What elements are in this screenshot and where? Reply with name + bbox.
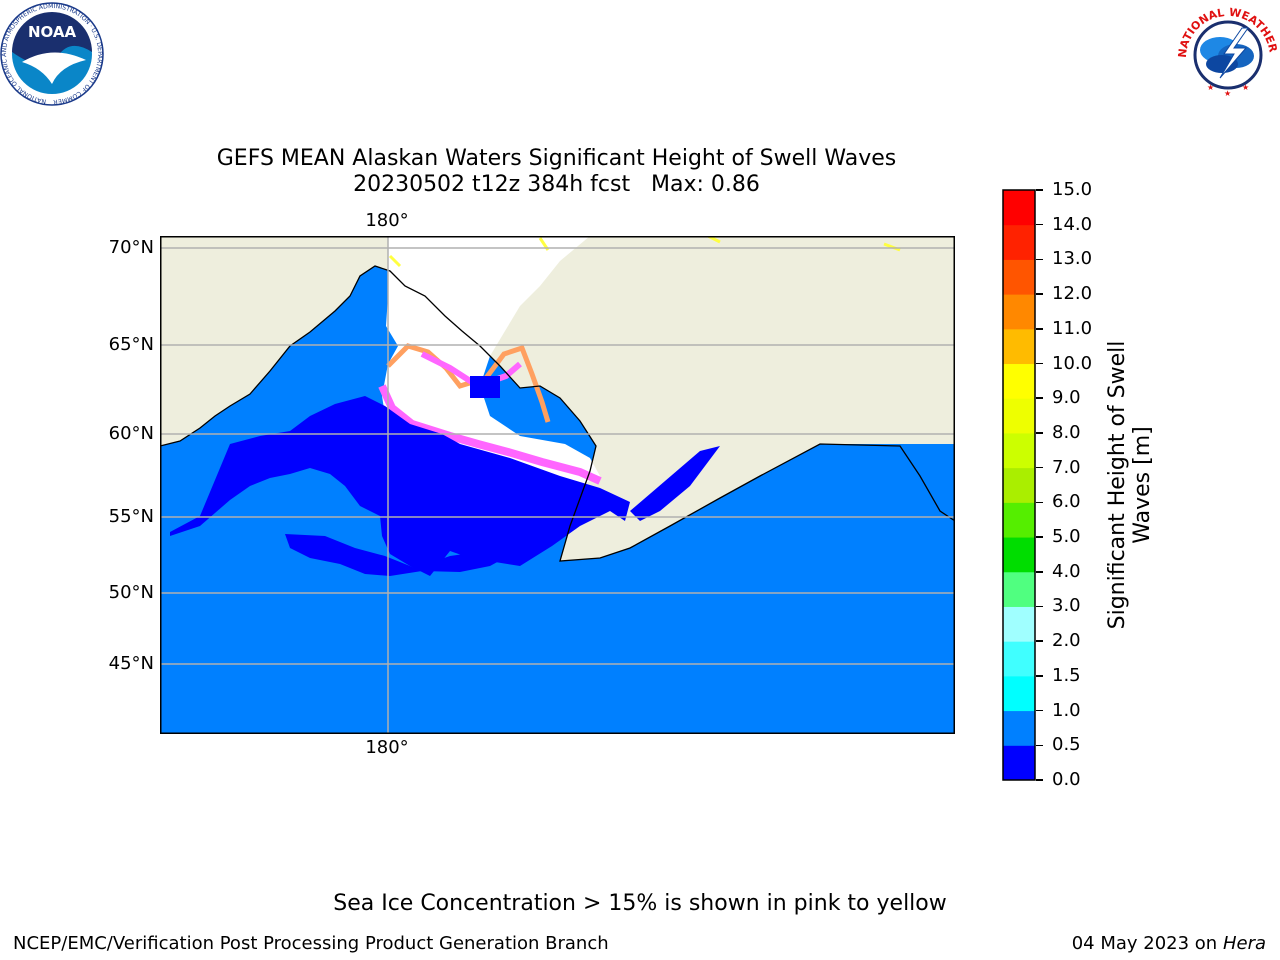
colorbar-tick-label: 6.0 xyxy=(1052,491,1081,513)
ocean-low-swell-south xyxy=(285,534,512,576)
ice-blue-patch xyxy=(470,376,500,398)
colorbar-tick-mark xyxy=(1036,536,1043,538)
swell-height-map xyxy=(160,236,955,734)
graticule xyxy=(160,236,955,734)
colorbar-segment xyxy=(1003,328,1035,365)
colorbar xyxy=(1002,189,1036,781)
colorbar-segment xyxy=(1003,537,1035,573)
colorbar-tick-label: 14.0 xyxy=(1052,213,1093,235)
map-title: GEFS MEAN Alaskan Waters Significant Hei… xyxy=(0,146,1113,198)
colorbar-tick-mark xyxy=(1036,258,1043,261)
colorbar-segment xyxy=(1003,675,1035,712)
credit-text: NCEP/EMC/Verification Post Processing Pr… xyxy=(13,933,609,954)
land-north xyxy=(160,236,955,561)
colorbar-tick-label: 4.0 xyxy=(1052,560,1081,582)
colorbar-tick-label: 12.0 xyxy=(1052,283,1093,305)
colorbar-segment xyxy=(1003,259,1035,295)
colorbar-tick-label: 1.5 xyxy=(1052,664,1081,686)
colorbar-tick-label: 2.0 xyxy=(1052,630,1081,652)
noaa-logo: NATIONAL OCEANIC AND ATMOSPHERIC ADMINIS… xyxy=(0,0,104,106)
map-frame xyxy=(160,236,955,734)
colorbar-tick-mark xyxy=(1036,397,1043,399)
colorbar-tick-label: 3.0 xyxy=(1052,595,1081,617)
colorbar-segment xyxy=(1003,398,1035,434)
svg-text:★: ★ xyxy=(1224,89,1231,98)
nws-logo: NATIONAL WEATHER SERVICE ★ ★ ★ xyxy=(1176,0,1280,100)
colorbar-tick-mark xyxy=(1036,605,1043,608)
sea-ice-note: Sea Ice Concentration > 15% is shown in … xyxy=(333,891,947,916)
colorbar-tick-label: 9.0 xyxy=(1052,387,1081,409)
colorbar-tick-mark xyxy=(1036,501,1043,504)
colorbar-segment xyxy=(1003,571,1035,607)
title-line-2: 20230502 t12z 384h fcst Max: 0.86 xyxy=(353,172,760,197)
colorbar-tick-label: 8.0 xyxy=(1052,421,1081,443)
date-value: 04 May 2023 on xyxy=(1071,933,1218,954)
coastline xyxy=(160,265,955,562)
colorbar-tick-label: 0.0 xyxy=(1052,769,1081,790)
colorbar-tick-mark xyxy=(1036,466,1043,469)
colorbar-tick-label: 7.0 xyxy=(1052,456,1081,478)
lon-label-top: 180° xyxy=(365,210,409,231)
colorbar-tick-mark xyxy=(1036,362,1043,365)
colorbar-tick-mark xyxy=(1036,328,1043,330)
colorbar-tick-mark xyxy=(1036,744,1043,747)
colorbar-tick-label: 1.0 xyxy=(1052,699,1081,721)
title-line-1: GEFS MEAN Alaskan Waters Significant Hei… xyxy=(216,146,897,171)
svg-text:★: ★ xyxy=(1242,83,1249,92)
machine-name: Hera xyxy=(1222,933,1266,954)
date-text: 04 May 2023 on Hera xyxy=(1072,933,1266,954)
colorbar-segment xyxy=(1003,606,1035,642)
lat-label-50: 50°N xyxy=(108,582,154,603)
colorbar-segment xyxy=(1003,224,1035,260)
colorbar-tick-mark xyxy=(1036,640,1043,642)
noaa-logo-text: NOAA xyxy=(28,23,77,41)
colorbar-tick-mark xyxy=(1036,571,1043,573)
colorbar-tick-label: 15.0 xyxy=(1052,179,1093,200)
colorbar-title: Significant Height of Swell Waves [m] xyxy=(1105,341,1155,630)
colorbar-tick-label: 5.0 xyxy=(1052,526,1081,548)
lat-label-60: 60°N xyxy=(108,423,154,444)
ice-edge-pink xyxy=(378,384,602,485)
colorbar-tick-mark xyxy=(1036,709,1043,712)
colorbar-segment xyxy=(1003,502,1035,538)
colorbar-tick-mark xyxy=(1036,675,1043,677)
lon-label-bottom: 180° xyxy=(365,737,409,758)
colorbar-tick-mark xyxy=(1036,779,1043,781)
colorbar-segment xyxy=(1003,432,1035,469)
colorbar-tick-label: 11.0 xyxy=(1052,317,1093,339)
colorbar-segment xyxy=(1003,363,1035,399)
colorbar-title-line-2: Waves [m] xyxy=(1130,426,1155,544)
colorbar-segment xyxy=(1003,641,1035,677)
colorbar-tick-mark xyxy=(1036,189,1043,191)
colorbar-tick-mark xyxy=(1036,432,1043,434)
lat-label-45: 45°N xyxy=(108,653,154,674)
colorbar-title-line-1: Significant Height of Swell xyxy=(1105,340,1130,630)
colorbar-segment xyxy=(1003,190,1035,226)
sea-ice-open xyxy=(382,236,600,486)
colorbar-tick-mark xyxy=(1036,293,1043,295)
colorbar-tick-label: 13.0 xyxy=(1052,248,1093,270)
lat-label-65: 65°N xyxy=(108,334,154,355)
lat-label-55: 55°N xyxy=(108,506,154,527)
colorbar-segment xyxy=(1003,745,1035,781)
ice-yellow-north xyxy=(388,236,901,268)
colorbar-segment xyxy=(1003,710,1035,746)
colorbar-segment xyxy=(1003,467,1035,503)
colorbar-frame xyxy=(1002,189,1036,781)
colorbar-tick-label: 0.5 xyxy=(1052,734,1081,756)
lat-label-70: 70°N xyxy=(108,237,154,258)
colorbar-tick-label: 10.0 xyxy=(1052,352,1093,374)
ocean-low-swell-east xyxy=(630,446,720,521)
colorbar-tick-mark xyxy=(1036,223,1043,226)
svg-text:★: ★ xyxy=(1207,83,1214,92)
ocean-low-swell xyxy=(170,396,630,576)
colorbar-segment xyxy=(1003,294,1035,330)
